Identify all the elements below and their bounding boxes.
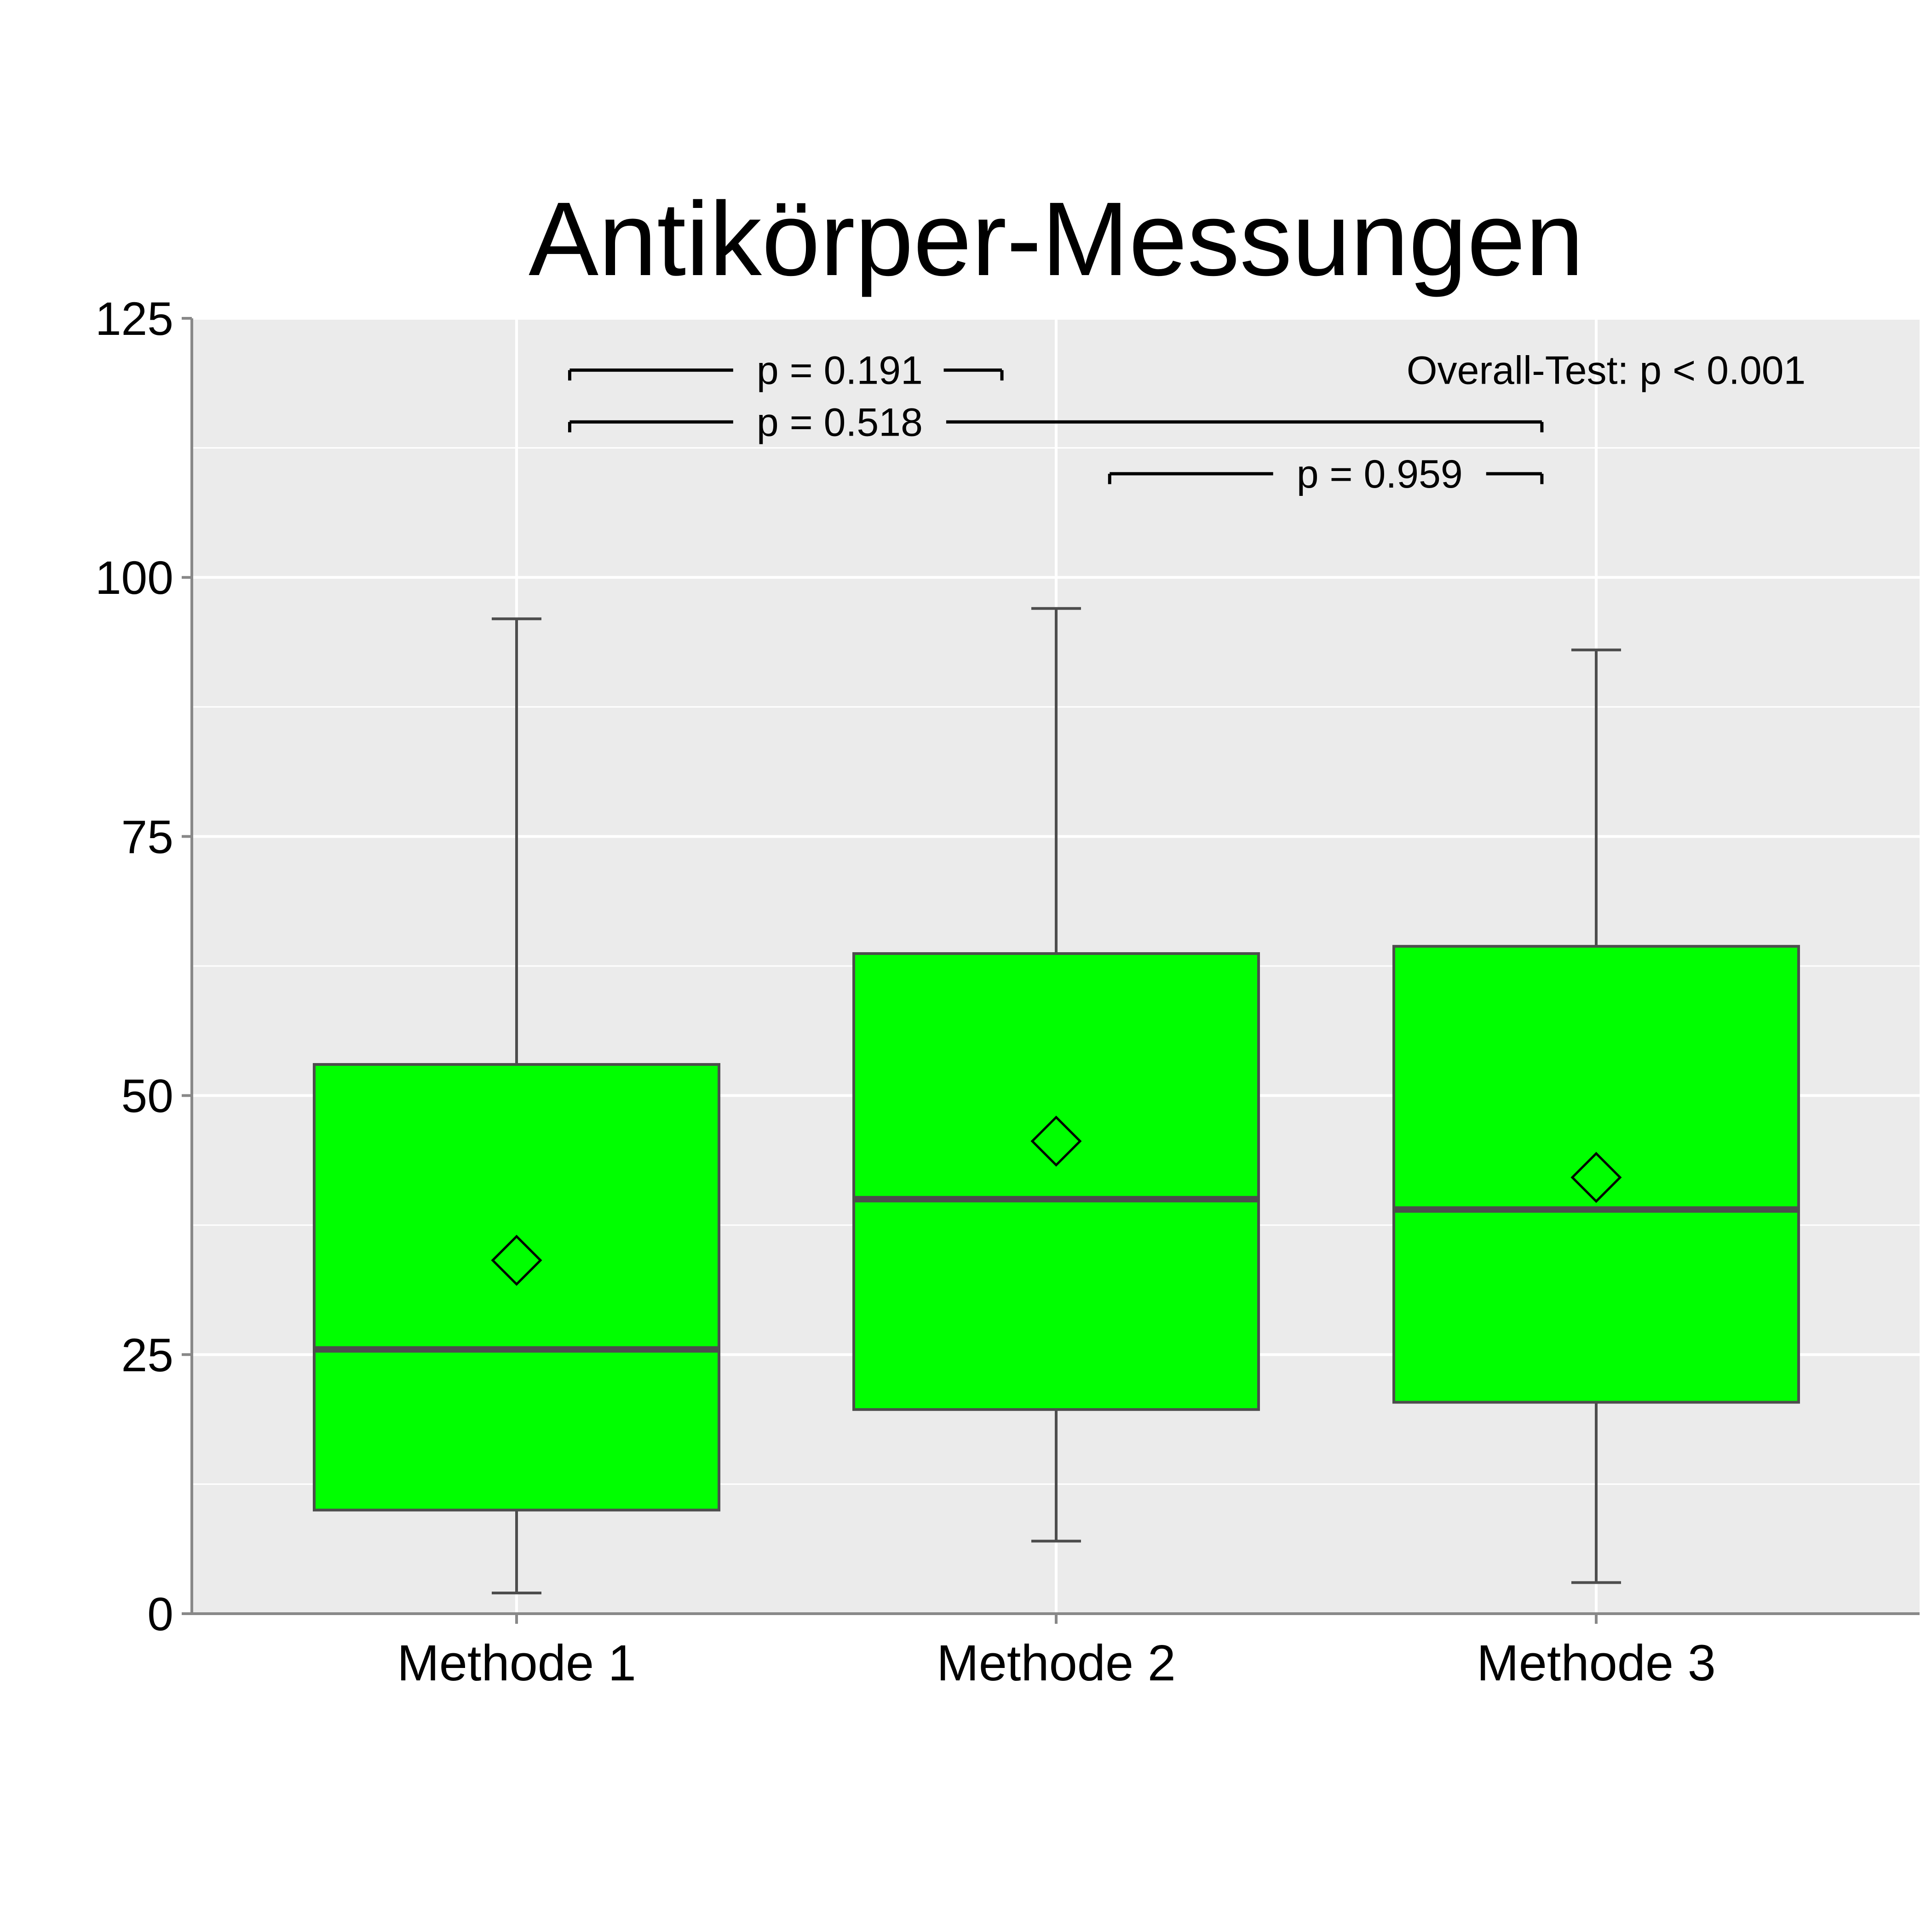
overall-test-annotation: Overall-Test: p < 0.001 <box>1407 349 1806 393</box>
y-tick-label: 0 <box>147 1588 173 1640</box>
mean-diamond-marker <box>1030 1116 1082 1167</box>
box-iqr <box>313 1063 720 1512</box>
chart-title: Antikörper-Messungen <box>529 181 1584 298</box>
y-tick-label: 25 <box>121 1329 173 1381</box>
y-tick-label: 75 <box>121 811 173 863</box>
x-tick-label: Methode 3 <box>1477 1635 1716 1691</box>
p-value-label: p = 0.518 <box>757 400 923 444</box>
p-value-label: p = 0.959 <box>1297 452 1463 496</box>
x-tick-label: Methode 2 <box>937 1635 1176 1691</box>
mean-diamond-marker <box>1570 1152 1622 1203</box>
y-tick-label: 50 <box>121 1070 173 1122</box>
mean-diamond-marker <box>491 1235 542 1286</box>
p-value-label: p = 0.191 <box>757 349 923 393</box>
box-iqr <box>852 952 1260 1411</box>
box-iqr <box>1392 945 1800 1404</box>
y-tick-label: 125 <box>95 293 173 345</box>
y-tick-label: 100 <box>95 552 173 604</box>
x-tick-label: Methode 1 <box>397 1635 636 1691</box>
